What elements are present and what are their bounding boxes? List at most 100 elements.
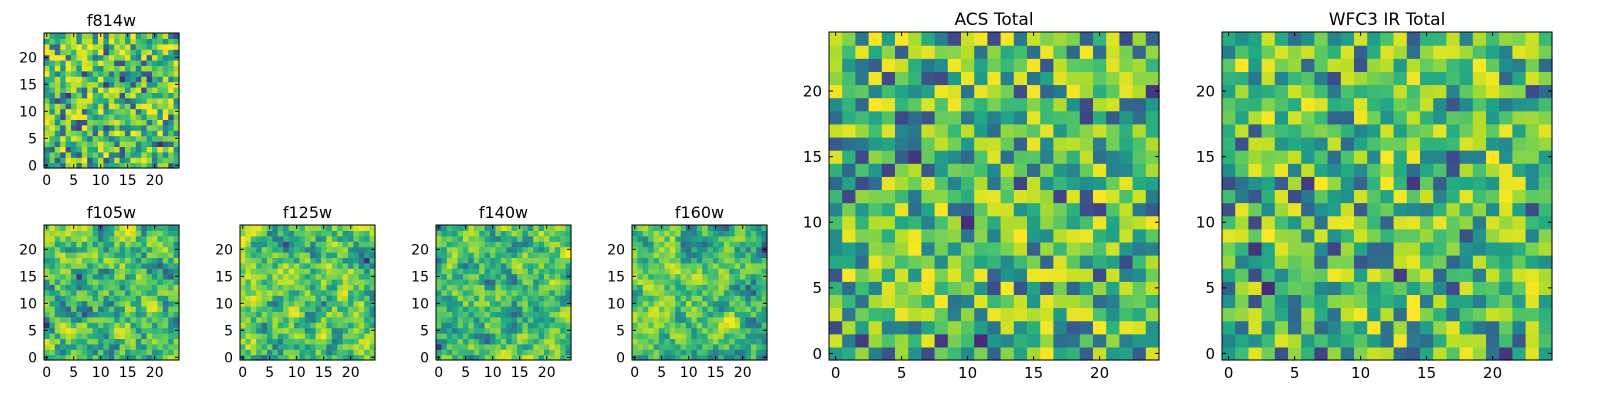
heatmap-cell	[65, 43, 72, 50]
heatmap-cell	[261, 354, 268, 361]
heatmap-cell	[310, 322, 317, 329]
heatmap-cell	[92, 97, 99, 104]
heatmap-cell	[130, 49, 137, 56]
heatmap-cell	[1433, 268, 1447, 282]
heatmap-cell	[761, 262, 768, 269]
heatmap-cell	[326, 289, 333, 296]
heatmap-cell	[1446, 97, 1461, 112]
heatmap-cell	[718, 289, 725, 296]
heatmap-cell	[441, 252, 448, 258]
heatmap-cell	[761, 225, 768, 231]
heatmap-cell	[1406, 45, 1421, 59]
heatmap-cell	[446, 300, 453, 307]
heatmap-cell	[1000, 320, 1015, 335]
heatmap-cell	[1538, 32, 1553, 46]
heatmap-cell	[1314, 281, 1329, 295]
heatmap-cell	[103, 130, 110, 137]
heatmap-cell	[256, 338, 263, 345]
heatmap-cell	[745, 322, 752, 329]
heatmap-cell	[125, 49, 131, 56]
heatmap-cell	[1288, 228, 1302, 243]
heatmap-cell	[119, 252, 126, 258]
heatmap-cell	[1274, 346, 1289, 361]
heatmap-cell	[141, 119, 148, 126]
heatmap-cell	[495, 343, 502, 350]
heatmap-cell	[348, 300, 354, 307]
heatmap-cell	[65, 33, 72, 39]
heatmap-cell	[680, 257, 687, 264]
heatmap-cell	[881, 294, 896, 309]
heatmap-cell	[44, 124, 50, 131]
heatmap-cell	[358, 327, 365, 334]
heatmap-cell	[648, 322, 655, 329]
heatmap-cell	[549, 316, 556, 323]
heatmap-cell	[81, 141, 88, 147]
heatmap-cell	[934, 215, 949, 230]
heatmap-cell	[691, 333, 698, 339]
heatmap-cell	[157, 225, 164, 231]
heatmap-cell	[1486, 294, 1500, 309]
heatmap-cell	[1393, 123, 1408, 138]
heatmap-cell	[87, 333, 94, 339]
heatmap-cell	[441, 268, 448, 275]
heatmap-cell	[680, 316, 687, 323]
heatmap-cell	[713, 230, 719, 237]
heatmap-cell	[348, 273, 354, 280]
heatmap-cell	[1459, 294, 1474, 309]
heatmap-cell	[1406, 346, 1421, 361]
heatmap-cell	[250, 316, 257, 323]
heatmap-cell	[1093, 189, 1107, 204]
heatmap-cell	[669, 354, 676, 361]
heatmap-cell	[119, 268, 126, 275]
heatmap-cell	[987, 71, 1002, 86]
heatmap-cell	[125, 268, 131, 275]
heatmap-cell	[1235, 215, 1249, 230]
heatmap-cell	[60, 33, 67, 39]
heatmap-cell	[664, 279, 671, 285]
heatmap-cell	[1274, 255, 1289, 269]
heatmap-cell	[315, 284, 322, 291]
heatmap-cell	[173, 268, 180, 275]
heatmap-cell	[659, 327, 665, 334]
heatmap-cell	[98, 235, 104, 242]
heatmap-cell	[1053, 136, 1068, 151]
heatmap-cell	[452, 230, 459, 237]
heatmap-cell	[146, 60, 153, 66]
heatmap-cell	[895, 189, 909, 204]
heatmap-cell	[173, 146, 180, 153]
x-tick-label: 15	[315, 365, 333, 381]
heatmap-cell	[92, 327, 99, 334]
heatmap-cell	[157, 130, 164, 137]
heatmap-cell	[81, 316, 88, 323]
heatmap-cell	[348, 279, 354, 285]
heatmap-cell	[1301, 281, 1315, 295]
heatmap-cell	[310, 246, 317, 253]
heatmap-cell	[1013, 202, 1028, 217]
heatmap-cell	[829, 84, 843, 99]
heatmap-cell	[141, 306, 148, 312]
heatmap-cell	[141, 38, 148, 45]
heatmap-cell	[1354, 110, 1368, 125]
heatmap-cell	[664, 327, 671, 334]
heatmap-cell	[60, 103, 67, 110]
heatmap-cell	[527, 241, 534, 248]
heatmap-cell	[1066, 294, 1081, 309]
heatmap-cell	[895, 215, 909, 230]
heatmap-cell	[342, 354, 349, 361]
heatmap-cell	[162, 114, 169, 120]
heatmap-cell	[60, 49, 67, 56]
heatmap-cell	[1248, 71, 1263, 86]
heatmap-cell	[1145, 84, 1160, 99]
heatmap-cell	[114, 338, 121, 345]
heatmap-cell	[1132, 307, 1147, 322]
heatmap-cell	[974, 97, 988, 112]
heatmap-cell	[680, 343, 687, 350]
heatmap-cell	[691, 241, 698, 248]
x-tick-label: 15	[119, 173, 137, 189]
heatmap-cell	[1459, 32, 1474, 46]
heatmap-cell	[484, 235, 491, 242]
heatmap-cell	[1538, 255, 1553, 269]
heatmap-cell	[565, 289, 572, 296]
heatmap-cell	[696, 230, 703, 237]
heatmap-cell	[691, 289, 698, 296]
